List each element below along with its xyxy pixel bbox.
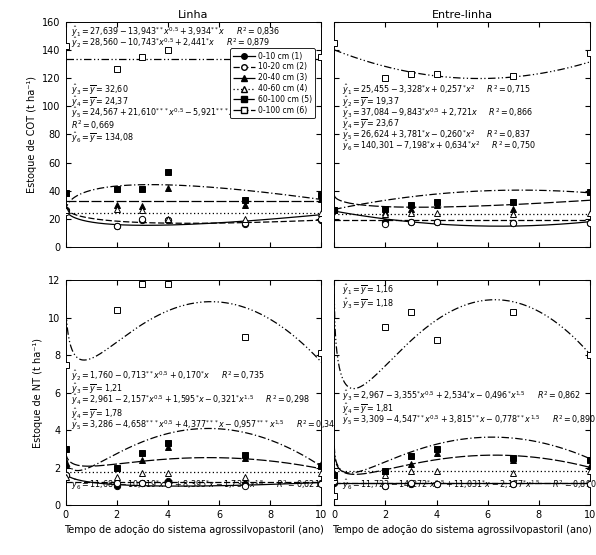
Text: $\hat{y}_2 = 28{,}560 - 10{,}743^{*}x^{0{,}5} + 2{,}441^{*}x$     $R^2 = 0{,}879: $\hat{y}_2 = 28{,}560 - 10{,}743^{*}x^{0… [71,36,270,50]
Text: $\hat{y}_4 = 2{,}961 - 2{,}157^{*}x^{0{,}5} + 1{,}595^{*}x - 0{,}321^{*}x^{1{,}5: $\hat{y}_4 = 2{,}961 - 2{,}157^{*}x^{0{,… [71,393,309,407]
Text: $\hat{y}_3 = \overline{y} = 1{,}18$: $\hat{y}_3 = \overline{y} = 1{,}18$ [342,296,395,311]
Text: $\hat{y}_1 = 27{,}639 - 13{,}943^{**}x^{0{,}5} + 3{,}934^{**}x$     $R^2 = 0{,}8: $\hat{y}_1 = 27{,}639 - 13{,}943^{**}x^{… [71,24,280,39]
Y-axis label: Estoque de NT (t ha⁻¹): Estoque de NT (t ha⁻¹) [33,338,43,448]
Text: $\hat{y}_4 = \overline{y} = 23{,}67$: $\hat{y}_4 = \overline{y} = 23{,}67$ [342,117,399,131]
Text: $\hat{y}_5 = 26{,}624 + 3{,}781^{*}x - 0{,}260^{*}x^2$     $R^2 = 0{,}837$: $\hat{y}_5 = 26{,}624 + 3{,}781^{*}x - 0… [342,128,530,142]
Text: $\hat{y}_6 = 11{,}686 - 10{,}519^{*}x^{0{,}5} + 8{,}395^{*}x - 1{,}731^{*}x^{1{,: $\hat{y}_6 = 11{,}686 - 10{,}519^{*}x^{0… [71,477,320,492]
Text: $\hat{y}_3 = 37{,}084 - 9{,}843^{*}x^{0{,}5} + 2{,}721x$     $R^2 = 0{,}866$: $\hat{y}_3 = 37{,}084 - 9{,}843^{*}x^{0{… [342,105,533,120]
Title: Entre-linha: Entre-linha [432,10,493,20]
Text: $\hat{y}_3 = 2{,}967 - 3{,}355^{*}x^{0{,}5} + 2{,}534^{*}x - 0{,}496^{*}x^{1{,}5: $\hat{y}_3 = 2{,}967 - 3{,}355^{*}x^{0{,… [342,388,581,403]
Text: $\hat{y}_4 = \overline{y} = 1{,}78$: $\hat{y}_4 = \overline{y} = 1{,}78$ [71,406,123,421]
Text: $\hat{y}_1 = \overline{y} = 1{,}16$: $\hat{y}_1 = \overline{y} = 1{,}16$ [342,282,395,297]
Text: $\hat{y}_3 = \overline{y} = 1{,}21$: $\hat{y}_3 = \overline{y} = 1{,}21$ [71,381,123,396]
Text: $\hat{y}_6 = \overline{y} = 134{,}08$: $\hat{y}_6 = \overline{y} = 134{,}08$ [71,130,134,144]
Text: $\hat{y}_2 = \overline{y} = 19{,}37$: $\hat{y}_2 = \overline{y} = 19{,}37$ [342,94,399,109]
Text: $\hat{y}_2 = 1{,}760 - 0{,}713^{**}x^{0{,}5} + 0{,}170^{*}x$     $R^2 = 0{,}735$: $\hat{y}_2 = 1{,}760 - 0{,}713^{**}x^{0{… [71,368,265,382]
Text: $R^2 = 0{,}669$: $R^2 = 0{,}669$ [71,119,115,132]
Text: $\hat{y}_3 = \overline{y} = 32{,}60$: $\hat{y}_3 = \overline{y} = 32{,}60$ [71,83,128,97]
Legend: 0-10 cm (1), 10-20 cm (2), 20-40 cm (3), 40-60 cm (4), 60-100 cm (5), 0-100 cm (: 0-10 cm (1), 10-20 cm (2), 20-40 cm (3),… [230,48,315,118]
X-axis label: Tempo de adoção do sistema agrossilvopastoril (ano): Tempo de adoção do sistema agrossilvopas… [332,526,592,536]
Text: $\hat{y}_5 = 24{,}567 + 21{,}610^{***}x^{0{,}5} - 5{,}921^{***}x$: $\hat{y}_5 = 24{,}567 + 21{,}610^{***}x^… [71,105,235,120]
Text: $\hat{y}_6 = 140{,}301 - 7{,}198^{*}x + 0{,}634^{*}x^2$     $R^2 = 0{,}750$: $\hat{y}_6 = 140{,}301 - 7{,}198^{*}x + … [342,139,536,154]
Text: $\hat{y}_6 = 11{,}723 - 14{,}272^{*}x^{0{,}5} + 11{,}031^{*}x - 2{,}177^{*}x^{1{: $\hat{y}_6 = 11{,}723 - 14{,}272^{*}x^{0… [342,477,596,492]
Text: $\hat{y}_1 = 25{,}455 - 3{,}328^{*}x + 0{,}257^{*}x^2$     $R^2 = 0{,}715$: $\hat{y}_1 = 25{,}455 - 3{,}328^{*}x + 0… [342,83,530,97]
X-axis label: Tempo de adoção do sistema agrossilvopastoril (ano): Tempo de adoção do sistema agrossilvopas… [64,526,324,536]
Title: Linha: Linha [178,10,209,20]
Text: $\hat{y}_4 = \overline{y} = 24{,}37$: $\hat{y}_4 = \overline{y} = 24{,}37$ [71,94,128,109]
Y-axis label: Estoque de COT (t ha⁻¹): Estoque de COT (t ha⁻¹) [27,76,36,193]
Text: $\hat{y}_5 = 3{,}309 - 4{,}547^{**}x^{0{,}5} + 3{,}815^{**}x - 0{,}778^{**}x^{1{: $\hat{y}_5 = 3{,}309 - 4{,}547^{**}x^{0{… [342,413,596,427]
Text: $\hat{y}_4 = \overline{y} = 1{,}81$: $\hat{y}_4 = \overline{y} = 1{,}81$ [342,402,394,416]
Text: $\hat{y}_5 = 3{,}286 - 4{,}658^{***}x^{0{,}5} + 4{,}377^{***}x - 0{,}957^{***}x^: $\hat{y}_5 = 3{,}286 - 4{,}658^{***}x^{0… [71,417,340,432]
